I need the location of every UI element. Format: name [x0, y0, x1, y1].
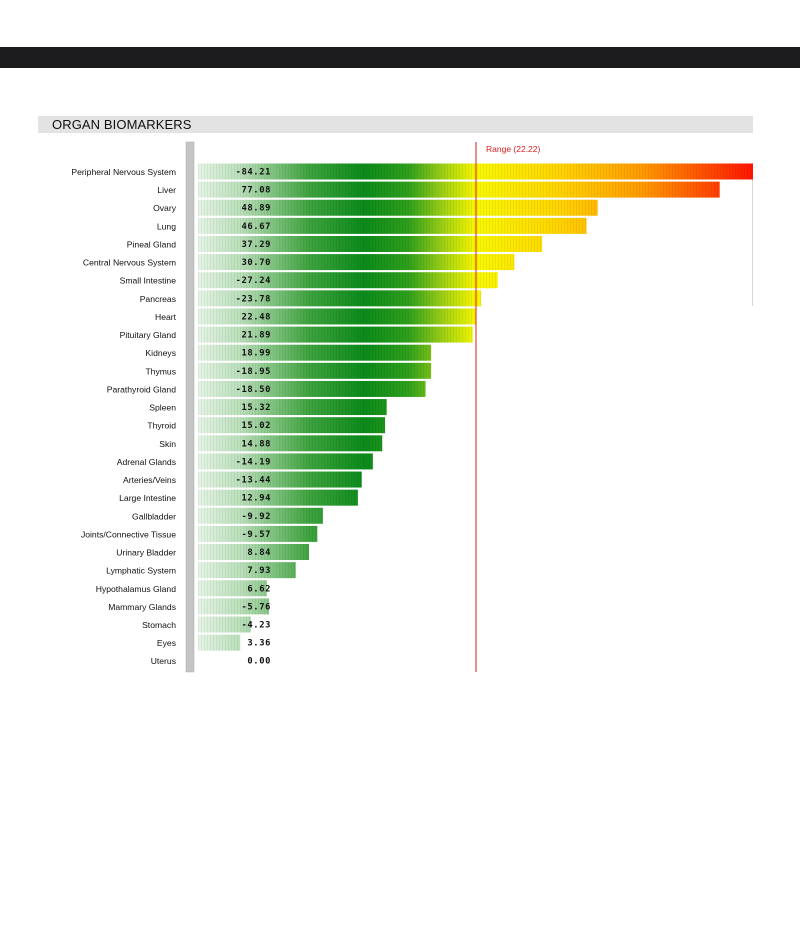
value-label-20: -9.57 — [242, 530, 271, 540]
organ-label-25: Stomach — [142, 620, 176, 630]
organ-label-18: Large Intestine — [119, 493, 176, 503]
organ-label-22: Lymphatic System — [106, 566, 176, 576]
bar-texture-10 — [198, 344, 432, 361]
value-label-14: 15.02 — [242, 421, 271, 431]
organ-label-3: Lung — [157, 221, 176, 231]
organ-label-0: Peripheral Nervous System — [71, 167, 176, 177]
value-label-11: -18.95 — [236, 367, 271, 377]
range-label: Range (22.22) — [486, 144, 541, 154]
value-label-2: 48.89 — [242, 204, 271, 214]
organ-label-24: Mammary Glands — [108, 602, 176, 612]
value-label-27: 0.00 — [247, 657, 271, 667]
bar-texture-20 — [198, 525, 318, 542]
organ-label-13: Spleen — [149, 403, 176, 413]
bar-texture-25 — [198, 616, 251, 633]
organ-label-23: Hypothalamus Gland — [96, 584, 176, 594]
organ-label-11: Thymus — [145, 366, 176, 376]
bar-texture-26 — [198, 634, 241, 651]
value-label-15: 14.88 — [242, 439, 271, 449]
organ-label-7: Pancreas — [140, 294, 176, 304]
value-label-19: -9.92 — [242, 512, 271, 522]
organ-label-4: Pineal Gland — [127, 239, 176, 249]
value-label-8: 22.48 — [242, 312, 271, 322]
value-label-9: 21.89 — [242, 331, 271, 341]
bar-texture-15 — [198, 435, 383, 452]
organ-label-12: Parathyroid Gland — [107, 384, 176, 394]
value-label-21: 8.84 — [247, 548, 271, 558]
value-label-5: 30.70 — [242, 258, 271, 268]
bar-texture-12 — [198, 380, 426, 397]
value-label-12: -18.50 — [236, 385, 271, 395]
organ-label-20: Joints/Connective Tissue — [81, 529, 176, 539]
organ-label-26: Eyes — [157, 638, 176, 648]
bar-texture-3 — [198, 217, 587, 234]
section-header: ORGAN BIOMARKERS — [38, 116, 753, 133]
organ-label-19: Gallbladder — [132, 511, 176, 521]
value-label-17: -13.44 — [236, 476, 271, 486]
bar-texture-22 — [198, 562, 296, 579]
value-label-16: -14.19 — [236, 457, 271, 467]
bar-texture-16 — [198, 453, 373, 470]
value-label-18: 12.94 — [242, 494, 271, 504]
organ-label-9: Pituitary Gland — [120, 330, 177, 340]
value-label-10: 18.99 — [242, 349, 271, 359]
value-label-3: 46.67 — [242, 222, 271, 232]
organ-label-17: Arteries/Veins — [123, 475, 176, 485]
organ-label-6: Small Intestine — [120, 276, 177, 286]
organ-label-8: Heart — [155, 312, 177, 322]
bar-texture-23 — [198, 580, 267, 597]
bar-texture-4 — [198, 235, 543, 252]
organ-label-5: Central Nervous System — [83, 258, 176, 268]
value-label-23: 6.62 — [247, 584, 271, 594]
bar-texture-5 — [198, 254, 515, 271]
value-label-13: 15.32 — [242, 403, 271, 413]
bar-texture-2 — [198, 199, 598, 216]
value-label-7: -23.78 — [236, 294, 271, 304]
bar-texture-18 — [198, 489, 358, 506]
bar-texture-19 — [198, 507, 323, 524]
section-title: ORGAN BIOMARKERS — [52, 117, 192, 132]
organ-label-16: Adrenal Glands — [117, 457, 176, 467]
organ-label-14: Thyroid — [147, 421, 176, 431]
bar-texture-7 — [198, 290, 482, 307]
organ-label-27: Uterus — [151, 656, 176, 666]
organ-label-21: Urinary Bladder — [116, 548, 176, 558]
bar-texture-13 — [198, 399, 387, 416]
top-bar — [0, 47, 800, 68]
value-label-4: 37.29 — [242, 240, 271, 250]
bar-texture-6 — [198, 272, 498, 289]
bar-texture-11 — [198, 362, 432, 379]
organ-label-2: Ovary — [153, 203, 177, 213]
value-label-6: -27.24 — [236, 276, 271, 286]
value-label-25: -4.23 — [242, 621, 271, 631]
bar-texture-1 — [198, 181, 720, 198]
bar-texture-14 — [198, 417, 386, 434]
value-label-1: 77.08 — [242, 186, 271, 196]
value-label-24: -5.76 — [242, 602, 271, 612]
bar-texture-17 — [198, 471, 362, 488]
value-label-26: 3.36 — [247, 639, 271, 649]
bar-texture-21 — [198, 544, 309, 561]
organ-label-10: Kidneys — [145, 348, 176, 358]
left-axis-bar — [185, 141, 195, 673]
organ-label-1: Liver — [157, 185, 176, 195]
bar-texture-24 — [198, 598, 270, 615]
organ-label-15: Skin — [159, 439, 176, 449]
bar-texture-9 — [198, 326, 473, 343]
bar-texture-8 — [198, 308, 476, 325]
value-label-0: -84.21 — [236, 168, 271, 178]
value-label-22: 7.93 — [247, 566, 271, 576]
